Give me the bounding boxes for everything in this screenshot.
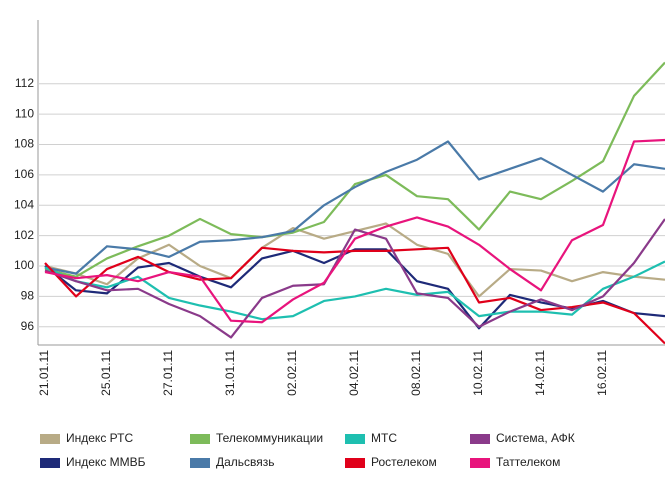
legend-swatch [190, 458, 210, 468]
y-tick-label: 104 [14, 197, 34, 211]
legend-swatch [40, 434, 60, 444]
legend-label: Индекс ММВБ [66, 455, 146, 469]
series-line [44, 61, 665, 278]
x-tick-label: 31.01.11 [223, 350, 237, 396]
x-tick-label: 27.01.11 [161, 350, 175, 396]
y-tick-label: 110 [15, 106, 34, 120]
legend-label: Ростелеком [371, 455, 437, 469]
legend-swatch [345, 458, 365, 468]
legend-swatch [190, 434, 210, 444]
legend-label: Индекс РТС [66, 431, 133, 445]
legend-swatch [470, 458, 490, 468]
series-line [44, 218, 665, 339]
y-tick-label: 112 [15, 76, 34, 90]
legend-swatch [470, 434, 490, 444]
series-line [44, 138, 665, 324]
x-tick-label: 04.02.11 [347, 350, 361, 396]
legend-label: Система, АФК [496, 431, 575, 445]
legend-swatch [40, 458, 60, 468]
series-line [44, 246, 665, 345]
series-line [44, 222, 665, 298]
x-tick-label: 25.01.11 [99, 350, 113, 396]
legend-label: Дальсвязь [216, 455, 275, 469]
y-tick-label: 106 [14, 167, 34, 181]
y-tick-label: 100 [14, 258, 34, 272]
x-tick-label: 08.02.11 [409, 350, 423, 396]
legend-label: Таттелеком [496, 455, 560, 469]
y-tick-label: 98 [21, 289, 35, 303]
series-line [44, 140, 665, 275]
y-tick-label: 108 [14, 137, 34, 151]
x-tick-label: 14.02.11 [533, 350, 547, 396]
x-tick-label: 21.01.11 [37, 350, 51, 396]
legend-label: Телекоммуникации [216, 431, 323, 445]
x-tick-label: 02.02.11 [285, 350, 299, 396]
series-line [44, 260, 665, 321]
legend-swatch [345, 434, 365, 444]
y-tick-label: 96 [21, 319, 35, 333]
legend-label: МТС [371, 431, 397, 445]
y-tick-label: 102 [14, 228, 34, 242]
x-tick-label: 10.02.11 [471, 350, 485, 396]
x-tick-label: 16.02.11 [595, 350, 609, 396]
